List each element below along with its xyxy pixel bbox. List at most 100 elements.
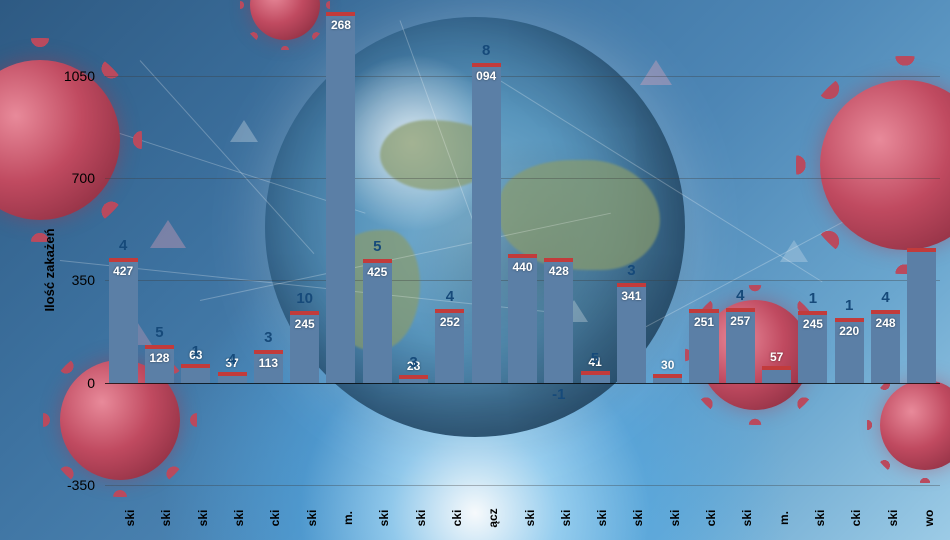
x-tick-label: m. [341, 511, 355, 525]
x-tick-label: ącz [486, 508, 500, 527]
x-tick-label: cki [704, 510, 718, 527]
bar-slot: 440 [504, 0, 540, 485]
bar-cap [762, 366, 791, 370]
bar-cap [435, 309, 464, 313]
bar-delta: 5 [577, 350, 613, 367]
x-tick-label: ski [196, 510, 210, 527]
bar [326, 12, 355, 382]
bar-delta: 5 [359, 238, 395, 255]
x-tick-label: ski [813, 510, 827, 527]
x-tick-label: ski [668, 510, 682, 527]
bar-slot: 2574 [722, 0, 758, 485]
bar-slot: 1285 [141, 0, 177, 485]
bar-cap [581, 371, 610, 375]
bar-value: 245 [287, 317, 323, 331]
bar-cap [399, 375, 428, 379]
bar-cap [326, 12, 355, 16]
x-tick-label: ski [523, 510, 537, 527]
bar-delta: -1 [541, 386, 577, 403]
bar-cap [218, 372, 247, 376]
bar-delta: 4 [105, 237, 141, 254]
bar-cap [290, 311, 319, 315]
bar-delta: 3 [395, 354, 431, 371]
bar-slot: 268 [323, 0, 359, 485]
bar-value: 428 [541, 264, 577, 278]
bar-cap [181, 364, 210, 368]
bar-value: 268 [323, 18, 359, 32]
bar-value: 57 [758, 350, 794, 364]
y-tick-label: 700 [35, 170, 95, 186]
bar-slot: 2201 [831, 0, 867, 485]
x-tick-label: ski [414, 510, 428, 527]
y-tick-label: 1050 [35, 68, 95, 84]
x-tick-label: ski [377, 510, 391, 527]
bar-slot: 245 1 [795, 0, 831, 485]
bar-slot: 374 [214, 0, 250, 485]
bar-value: 248 [867, 316, 903, 330]
bar-cap [254, 350, 283, 354]
bar-slot: 2524 [432, 0, 468, 485]
bar-slot: 427 4 [105, 0, 141, 485]
x-tick-label: ski [232, 510, 246, 527]
bar-slot [904, 0, 940, 485]
bar-cap [907, 248, 936, 252]
bar-delta: 3 [250, 329, 286, 346]
bar-slot: 248 4 [867, 0, 903, 485]
bar-value: 094 [468, 69, 504, 83]
x-tick-label: ski [123, 510, 137, 527]
chart-viewport: Ilość zakażeń 42741285631374113324510268… [0, 0, 950, 540]
x-tick-label: ski [886, 510, 900, 527]
bar-delta: 4 [867, 289, 903, 306]
bar-slot: 24510 [287, 0, 323, 485]
bar-value: 128 [141, 351, 177, 365]
bar-slot: 57 [758, 0, 794, 485]
bar-delta: 4 [214, 351, 250, 368]
bars-container: 4274128563137411332451026842552832524094… [105, 0, 940, 485]
bar-slot: 428 -1 [541, 0, 577, 485]
bar [472, 63, 501, 383]
infection-bar-chart: Ilość zakażeń 42741285631374113324510268… [0, 0, 950, 540]
bar-value: 251 [686, 315, 722, 329]
bar-cap [472, 63, 501, 67]
bar-slot: 425 5 [359, 0, 395, 485]
y-tick-label: 0 [35, 375, 95, 391]
bar-cap [835, 318, 864, 322]
bar-slot: 251 [686, 0, 722, 485]
bar-value: 30 [650, 358, 686, 372]
bar-value: 252 [432, 315, 468, 329]
bar-slot: 631 [178, 0, 214, 485]
bar-value: 113 [250, 356, 286, 370]
bar-cap [726, 308, 755, 312]
bar-cap [871, 310, 900, 314]
bar-slot: 094 8 [468, 0, 504, 485]
x-tick-label: ski [740, 510, 754, 527]
bar-value: 245 [795, 317, 831, 331]
x-tick-label: ski [305, 510, 319, 527]
x-tick-label: wo [922, 510, 936, 527]
x-tick-label: ski [559, 510, 573, 527]
bar-delta: 1 [795, 290, 831, 307]
x-tick-label: ski [631, 510, 645, 527]
bar-delta: 1 [178, 343, 214, 360]
x-tick-label: cki [450, 510, 464, 527]
bar [907, 248, 936, 382]
bar-delta: 8 [468, 42, 504, 59]
bar-value: 341 [613, 289, 649, 303]
bar-value: 427 [105, 264, 141, 278]
bar-value: 425 [359, 265, 395, 279]
bar-slot: 415 [577, 0, 613, 485]
x-tick-label: cki [268, 510, 282, 527]
bar-slot: 283 [395, 0, 431, 485]
bar-cap [653, 374, 682, 378]
bar-delta: 1 [831, 297, 867, 314]
x-tick-label: ski [595, 510, 609, 527]
bar-value: 440 [504, 260, 540, 274]
y-axis-label: Ilość zakażeń [42, 228, 57, 311]
bar-cap [798, 311, 827, 315]
bar-cap [145, 345, 174, 349]
bar-slot: 341 3 [613, 0, 649, 485]
x-axis: ski ski ski ski cki ski m. ski ski cki ącz ski ski sk… [105, 485, 940, 540]
bar-delta: 3 [613, 262, 649, 279]
x-tick-label: cki [849, 510, 863, 527]
bar-cap [544, 258, 573, 262]
